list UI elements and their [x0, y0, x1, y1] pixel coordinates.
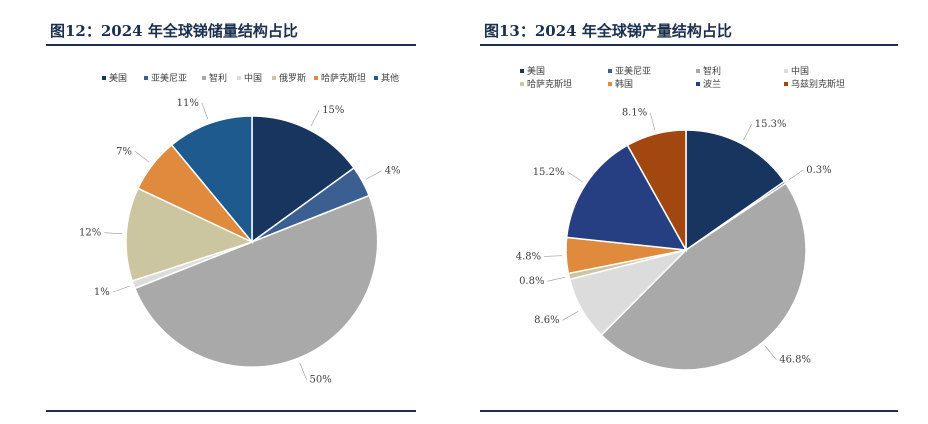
pie-slice — [600, 182, 807, 371]
leader-line — [788, 169, 804, 181]
legend-item: 哈萨克斯坦 — [520, 78, 572, 90]
legend-label: 智利 — [703, 65, 721, 77]
legend-swatch — [520, 69, 524, 73]
legend-swatch — [784, 82, 788, 86]
pie-slice — [133, 194, 379, 368]
figure-12-title-bar: 图12：2024 年全球锑储量结构占比 — [46, 16, 416, 46]
data-label: 4% — [385, 166, 401, 177]
data-label: 15.2% — [533, 167, 565, 178]
leader-line — [299, 362, 307, 380]
legend-item: 亚美尼亚 — [144, 72, 187, 84]
leader-line — [764, 345, 777, 360]
legend-label: 韩国 — [615, 78, 633, 90]
legend-label: 俄罗斯 — [279, 72, 306, 84]
legend-label: 美国 — [109, 72, 127, 84]
data-label: 1% — [94, 287, 110, 298]
legend-label: 美国 — [527, 65, 545, 77]
figure-12-bottom-rule — [46, 410, 416, 412]
legend-item: 哈萨克斯坦 — [314, 72, 366, 84]
data-label: 11% — [177, 98, 199, 109]
data-label: 15.3% — [755, 119, 787, 130]
data-label: 50% — [309, 375, 331, 386]
data-label: 46.8% — [779, 355, 811, 366]
legend-swatch — [696, 82, 700, 86]
legend-swatch — [272, 76, 276, 80]
data-label: 15% — [322, 105, 344, 116]
legend-item: 中国 — [237, 72, 262, 84]
legend-swatch — [237, 76, 241, 80]
data-label: 0.3% — [806, 165, 831, 176]
leader-line — [743, 123, 752, 141]
figure-12-title-rule — [46, 44, 416, 46]
pie-slice — [125, 187, 255, 282]
figure-12-pie-chart: 美国 亚美尼亚 智利 中国 俄罗斯 哈萨克斯坦 其他 15% 4% 50% 1% 12% 7% 11% — [79, 72, 401, 386]
legend-item: 中国 — [784, 65, 809, 77]
legend-label: 中国 — [244, 72, 262, 84]
legend-swatch — [608, 69, 612, 73]
figure-13-title-bar: 图13：2024 年全球锑产量结构占比 — [480, 16, 898, 46]
leader-line — [134, 151, 150, 163]
legend-label: 乌兹别克斯坦 — [791, 78, 845, 90]
legend-swatch — [784, 69, 788, 73]
leader-line — [547, 276, 566, 282]
data-label: 12% — [79, 228, 101, 239]
figure-13-title-rule — [480, 44, 898, 46]
legend-item: 智利 — [202, 72, 227, 84]
legend-item: 智利 — [696, 65, 721, 77]
data-label: 8.1% — [622, 108, 647, 119]
data-label: 8.6% — [534, 315, 559, 326]
legend-item: 波兰 — [696, 78, 721, 90]
legend-item: 亚美尼亚 — [608, 65, 651, 77]
legend-label: 中国 — [791, 65, 809, 77]
legend-label: 波兰 — [703, 78, 721, 90]
data-label: 0.8% — [519, 276, 544, 287]
legend-swatch — [608, 82, 612, 86]
legend-item: 美国 — [520, 65, 545, 77]
pie-slice — [626, 129, 687, 253]
legend-swatch — [202, 76, 206, 80]
pie-slice — [565, 144, 688, 251]
leader-line — [365, 170, 382, 180]
legend-label: 亚美尼亚 — [151, 72, 187, 84]
leader-line — [104, 232, 123, 235]
pie-slice — [251, 115, 355, 244]
legend-swatch — [520, 82, 524, 86]
figure-13-title: 图13：2024 年全球锑产量结构占比 — [484, 22, 732, 40]
legend-item: 俄罗斯 — [272, 72, 306, 84]
legend-swatch — [314, 76, 318, 80]
leader-line — [544, 255, 563, 257]
legend-item: 其他 — [374, 72, 399, 84]
pie-slice — [170, 115, 253, 245]
figure-13-bottom-rule — [480, 410, 898, 412]
data-label: 4.8% — [516, 251, 541, 262]
legend-swatch — [696, 69, 700, 73]
legend-item: 美国 — [102, 72, 127, 84]
legend-label: 哈萨克斯坦 — [321, 72, 366, 84]
legend-label: 哈萨克斯坦 — [527, 78, 572, 90]
legend-label: 智利 — [209, 72, 227, 84]
legend-item: 乌兹别克斯坦 — [784, 78, 845, 90]
legend-swatch — [102, 76, 106, 80]
leader-line — [201, 102, 209, 120]
leader-line — [649, 112, 656, 131]
legend-label: 其他 — [381, 72, 399, 84]
figure-12-panel: 图12：2024 年全球锑储量结构占比 美国 亚美尼亚 智利 中国 俄罗斯 哈萨克斯坦 其他… — [46, 16, 416, 412]
leader-line — [112, 285, 130, 293]
legend-swatch — [144, 76, 148, 80]
legend-label: 亚美尼亚 — [615, 65, 651, 77]
pie-slice — [685, 129, 786, 252]
figure-12-title: 图12：2024 年全球锑储量结构占比 — [50, 22, 298, 40]
leader-line — [562, 311, 579, 321]
data-label: 7% — [116, 146, 132, 157]
legend-item: 韩国 — [608, 78, 633, 90]
leader-line — [567, 171, 583, 182]
legend-swatch — [374, 76, 378, 80]
figure-13-panel: 图13：2024 年全球锑产量结构占比 美国 亚美尼亚 智利 中国哈萨克斯坦 韩国 波兰 乌… — [464, 0, 928, 424]
leader-line — [310, 109, 320, 127]
